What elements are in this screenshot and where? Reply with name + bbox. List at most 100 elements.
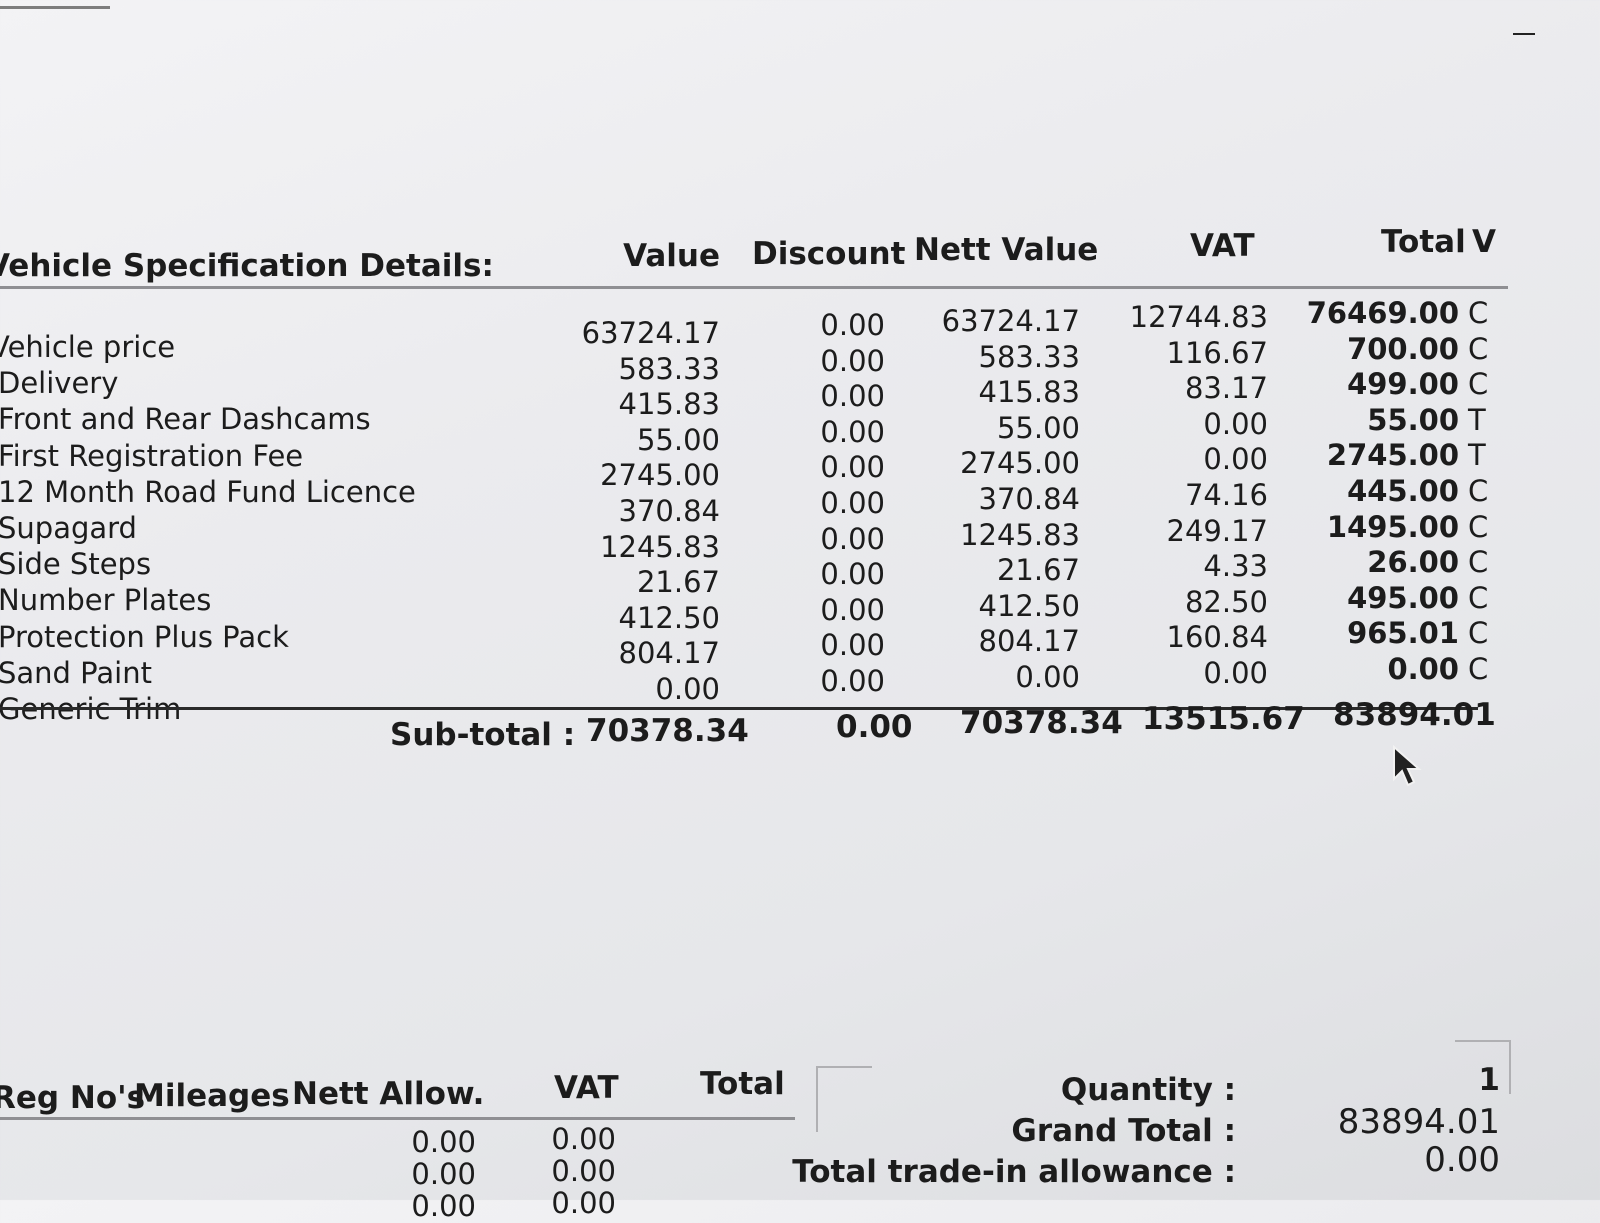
row-discount: 0.00 — [820, 664, 885, 698]
row-vat-code: C — [1468, 652, 1489, 686]
row-value: 2745.00 — [600, 458, 720, 493]
row-nett-value: 0.00 — [1015, 660, 1080, 694]
row-vat: 83.17 — [1184, 371, 1268, 406]
tradein-nett: 0.00 — [411, 1125, 476, 1159]
row-value: 412.50 — [618, 600, 720, 635]
row-value: 415.83 — [618, 387, 720, 422]
top-divider — [0, 6, 110, 9]
row-vat: 0.00 — [1203, 442, 1268, 477]
row-vat-code: C — [1468, 296, 1489, 330]
tradein-header-vat: VAT — [554, 1070, 619, 1106]
col-header-total: Total — [1381, 224, 1466, 260]
row-nett-value: 412.50 — [978, 588, 1080, 623]
quantity-label: Quantity : — [1060, 1072, 1236, 1108]
col-header-value: Value — [623, 238, 720, 274]
row-value: 1245.83 — [600, 529, 720, 564]
quantity-box[interactable] — [1455, 1040, 1511, 1094]
row-description: 12 Month Road Fund Licence — [0, 474, 416, 509]
row-value: 804.17 — [618, 636, 720, 671]
subtotal-nett: 70378.34 — [960, 705, 1123, 741]
row-value: 370.84 — [618, 494, 720, 528]
col-header-discount: Discount — [752, 236, 906, 272]
subtotal-value: 70378.34 — [586, 713, 749, 749]
grand-total-label: Grand Total : — [1011, 1113, 1236, 1149]
row-discount: 0.00 — [820, 343, 885, 378]
subtotal-rule — [0, 707, 1478, 710]
tradein-nett: 0.00 — [411, 1189, 476, 1223]
col-header-vat: VAT — [1190, 228, 1255, 264]
total-tradein-label: Total trade-in allowance : — [792, 1154, 1236, 1190]
row-description: Side Steps — [0, 547, 152, 582]
spec-section-title: Vehicle Specification Details: — [0, 248, 494, 284]
row-discount: 0.00 — [820, 557, 885, 592]
row-nett-value: 1245.83 — [960, 517, 1080, 552]
row-nett-value: 55.00 — [996, 410, 1080, 445]
row-description: Sand Paint — [0, 655, 152, 690]
row-description: Supagard — [0, 511, 137, 545]
row-value: 55.00 — [636, 422, 720, 457]
mouse-pointer-icon — [1393, 745, 1422, 787]
minimize-glyph[interactable] — [1513, 33, 1535, 35]
total-tradein-value: 0.00 — [1424, 1140, 1500, 1180]
tradein-vat: 0.00 — [551, 1186, 616, 1220]
row-description: Vehicle price — [0, 330, 176, 364]
tradein-input-box[interactable] — [816, 1066, 872, 1132]
row-total: 55.00 — [1367, 402, 1459, 437]
row-total: 2745.00 — [1326, 438, 1459, 473]
row-description: First Registration Fee — [0, 438, 304, 473]
row-vat-code: T — [1468, 402, 1486, 437]
tradein-header-rule — [0, 1117, 795, 1120]
row-description: Number Plates — [0, 583, 212, 618]
grand-total-value: 83894.01 — [1337, 1102, 1500, 1142]
row-nett-value: 804.17 — [978, 624, 1080, 659]
row-vat: 0.00 — [1203, 406, 1268, 441]
row-vat-code: C — [1468, 545, 1489, 580]
row-vat-code: C — [1468, 474, 1489, 508]
row-nett-value: 21.67 — [996, 553, 1080, 588]
row-vat-code: T — [1468, 438, 1486, 473]
row-discount: 0.00 — [820, 521, 885, 556]
row-vat-code: C — [1468, 616, 1489, 651]
row-value: 0.00 — [655, 672, 720, 706]
row-total: 76469.00 — [1306, 296, 1459, 330]
header-rule — [0, 286, 1508, 289]
row-total: 700.00 — [1347, 331, 1459, 366]
row-description: Delivery — [0, 366, 119, 401]
subtotal-label: Sub-total : — [390, 717, 576, 753]
row-vat-code: C — [1468, 509, 1489, 544]
row-description: Protection Plus Pack — [0, 619, 289, 654]
row-value: 21.67 — [636, 565, 720, 600]
row-vat: 116.67 — [1166, 335, 1268, 370]
row-nett-value: 370.84 — [978, 482, 1080, 516]
tradein-header-mileage: Mileages — [134, 1078, 290, 1114]
row-nett-value: 63724.17 — [941, 304, 1080, 338]
row-vat-code: C — [1468, 331, 1489, 366]
row-vat: 4.33 — [1203, 549, 1268, 584]
row-total: 445.00 — [1347, 474, 1459, 508]
subtotal-total: 83894.01 — [1333, 697, 1496, 733]
row-nett-value: 2745.00 — [960, 446, 1080, 481]
quantity-value: 1 — [1478, 1062, 1500, 1098]
row-vat: 160.84 — [1166, 620, 1268, 655]
row-discount: 0.00 — [820, 308, 885, 342]
row-vat: 12744.83 — [1129, 300, 1268, 334]
tradein-vat: 0.00 — [551, 1122, 616, 1156]
col-header-nett-value: Nett Value — [914, 232, 1099, 268]
row-value: 583.33 — [618, 351, 720, 386]
tradein-header-regno: Reg No's — [0, 1080, 146, 1116]
row-total: 495.00 — [1347, 580, 1459, 615]
row-total: 965.01 — [1347, 616, 1459, 651]
row-total: 26.00 — [1367, 545, 1459, 580]
subtotal-discount: 0.00 — [836, 709, 913, 745]
row-vat: 249.17 — [1166, 513, 1268, 548]
tradein-header-nett-allow: Nett Allow. — [292, 1076, 485, 1112]
row-vat-code: C — [1468, 367, 1489, 402]
row-discount: 0.00 — [820, 414, 885, 449]
row-vat: 82.50 — [1184, 584, 1268, 619]
row-total: 0.00 — [1387, 652, 1459, 686]
row-nett-value: 415.83 — [978, 375, 1080, 410]
row-discount: 0.00 — [820, 450, 885, 485]
row-vat-code: C — [1468, 580, 1489, 615]
row-discount: 0.00 — [820, 592, 885, 627]
col-header-vat-code: V — [1472, 224, 1496, 260]
